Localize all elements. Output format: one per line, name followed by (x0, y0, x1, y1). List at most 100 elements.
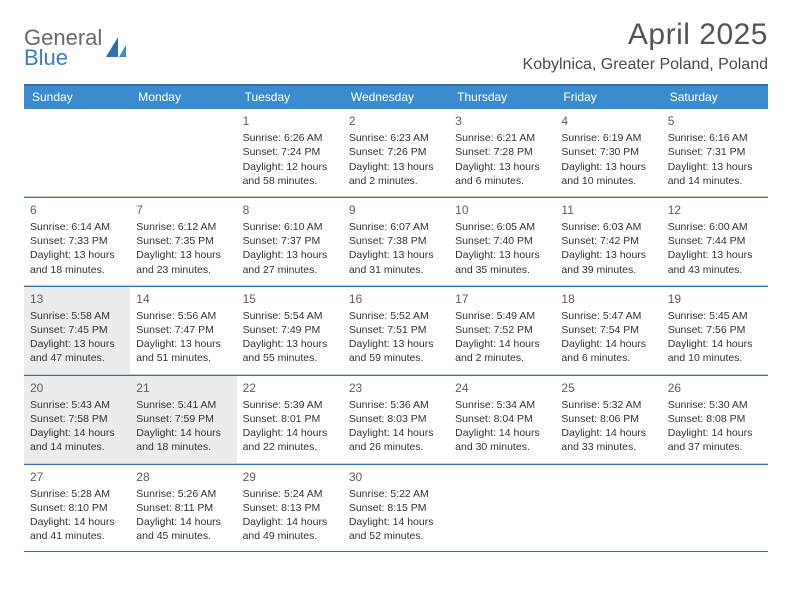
cell-d2: and 31 minutes. (349, 263, 443, 277)
title-block: April 2025 Kobylnica, Greater Poland, Po… (523, 18, 768, 74)
location-text: Kobylnica, Greater Poland, Poland (523, 56, 768, 74)
day-number: 9 (349, 202, 443, 218)
cell-d1: Daylight: 14 hours (30, 426, 124, 440)
cell-d1: Daylight: 14 hours (30, 515, 124, 529)
calendar-cell: 3Sunrise: 6:21 AMSunset: 7:28 PMDaylight… (449, 109, 555, 197)
calendar-cell: 5Sunrise: 6:16 AMSunset: 7:31 PMDaylight… (662, 109, 768, 197)
day-number: 26 (668, 380, 762, 396)
day-header-thursday: Thursday (449, 86, 555, 109)
day-number: 2 (349, 113, 443, 129)
cell-d2: and 45 minutes. (136, 529, 230, 543)
calendar-cell: 12Sunrise: 6:00 AMSunset: 7:44 PMDayligh… (662, 198, 768, 286)
cell-sunrise: Sunrise: 5:39 AM (243, 398, 337, 412)
day-number: 28 (136, 469, 230, 485)
cell-d2: and 51 minutes. (136, 351, 230, 365)
cell-d2: and 39 minutes. (561, 263, 655, 277)
day-number: 3 (455, 113, 549, 129)
cell-d2: and 18 minutes. (30, 263, 124, 277)
day-number: 22 (243, 380, 337, 396)
day-number: 6 (30, 202, 124, 218)
cell-d1: Daylight: 14 hours (136, 426, 230, 440)
calendar-cell: 25Sunrise: 5:32 AMSunset: 8:06 PMDayligh… (555, 376, 661, 464)
cell-sunset: Sunset: 7:33 PM (30, 234, 124, 248)
cell-d2: and 58 minutes. (243, 174, 337, 188)
cell-sunrise: Sunrise: 6:21 AM (455, 131, 549, 145)
cell-sunset: Sunset: 8:06 PM (561, 412, 655, 426)
calendar-cell: 29Sunrise: 5:24 AMSunset: 8:13 PMDayligh… (237, 465, 343, 552)
cell-d1: Daylight: 14 hours (136, 515, 230, 529)
calendar-cell: 20Sunrise: 5:43 AMSunset: 7:58 PMDayligh… (24, 376, 130, 464)
calendar-week: 20Sunrise: 5:43 AMSunset: 7:58 PMDayligh… (24, 376, 768, 465)
cell-d2: and 55 minutes. (243, 351, 337, 365)
logo-text: General Blue (24, 28, 102, 68)
calendar-cell: 7Sunrise: 6:12 AMSunset: 7:35 PMDaylight… (130, 198, 236, 286)
calendar-cell: 28Sunrise: 5:26 AMSunset: 8:11 PMDayligh… (130, 465, 236, 552)
cell-d1: Daylight: 13 hours (349, 160, 443, 174)
cell-sunset: Sunset: 7:45 PM (30, 323, 124, 337)
day-header-friday: Friday (555, 86, 661, 109)
cell-d2: and 30 minutes. (455, 440, 549, 454)
cell-sunrise: Sunrise: 5:45 AM (668, 309, 762, 323)
cell-d2: and 6 minutes. (561, 351, 655, 365)
day-header-saturday: Saturday (662, 86, 768, 109)
calendar-cell: 9Sunrise: 6:07 AMSunset: 7:38 PMDaylight… (343, 198, 449, 286)
day-header-tuesday: Tuesday (237, 86, 343, 109)
cell-sunset: Sunset: 7:26 PM (349, 145, 443, 159)
cell-d1: Daylight: 14 hours (455, 426, 549, 440)
cell-d2: and 52 minutes. (349, 529, 443, 543)
cell-sunrise: Sunrise: 5:28 AM (30, 487, 124, 501)
logo-word-2: Blue (24, 45, 68, 70)
cell-d1: Daylight: 13 hours (349, 337, 443, 351)
cell-sunrise: Sunrise: 5:54 AM (243, 309, 337, 323)
cell-sunrise: Sunrise: 5:36 AM (349, 398, 443, 412)
cell-sunrise: Sunrise: 5:41 AM (136, 398, 230, 412)
calendar-cell (449, 465, 555, 552)
cell-sunset: Sunset: 7:49 PM (243, 323, 337, 337)
day-number: 23 (349, 380, 443, 396)
cell-d1: Daylight: 12 hours (243, 160, 337, 174)
cell-d1: Daylight: 13 hours (243, 248, 337, 262)
calendar-cell: 1Sunrise: 6:26 AMSunset: 7:24 PMDaylight… (237, 109, 343, 197)
calendar-cell: 16Sunrise: 5:52 AMSunset: 7:51 PMDayligh… (343, 287, 449, 375)
cell-d2: and 47 minutes. (30, 351, 124, 365)
cell-sunrise: Sunrise: 5:52 AM (349, 309, 443, 323)
day-header-wednesday: Wednesday (343, 86, 449, 109)
cell-d2: and 35 minutes. (455, 263, 549, 277)
cell-d2: and 2 minutes. (455, 351, 549, 365)
cell-sunset: Sunset: 8:11 PM (136, 501, 230, 515)
cell-sunset: Sunset: 8:01 PM (243, 412, 337, 426)
cell-d1: Daylight: 14 hours (349, 515, 443, 529)
cell-d1: Daylight: 14 hours (561, 337, 655, 351)
cell-d1: Daylight: 13 hours (561, 248, 655, 262)
cell-sunrise: Sunrise: 5:43 AM (30, 398, 124, 412)
weeks-container: 1Sunrise: 6:26 AMSunset: 7:24 PMDaylight… (24, 109, 768, 552)
calendar-cell: 17Sunrise: 5:49 AMSunset: 7:52 PMDayligh… (449, 287, 555, 375)
cell-sunrise: Sunrise: 6:10 AM (243, 220, 337, 234)
page-header: General Blue April 2025 Kobylnica, Great… (24, 18, 768, 74)
calendar-cell: 6Sunrise: 6:14 AMSunset: 7:33 PMDaylight… (24, 198, 130, 286)
cell-d2: and 23 minutes. (136, 263, 230, 277)
cell-sunrise: Sunrise: 5:49 AM (455, 309, 549, 323)
cell-d2: and 26 minutes. (349, 440, 443, 454)
cell-sunset: Sunset: 8:03 PM (349, 412, 443, 426)
cell-d1: Daylight: 14 hours (455, 337, 549, 351)
cell-d2: and 2 minutes. (349, 174, 443, 188)
day-number: 24 (455, 380, 549, 396)
cell-sunset: Sunset: 7:59 PM (136, 412, 230, 426)
calendar-week: 13Sunrise: 5:58 AMSunset: 7:45 PMDayligh… (24, 287, 768, 376)
cell-sunrise: Sunrise: 5:30 AM (668, 398, 762, 412)
cell-sunrise: Sunrise: 6:07 AM (349, 220, 443, 234)
calendar-cell: 30Sunrise: 5:22 AMSunset: 8:15 PMDayligh… (343, 465, 449, 552)
cell-sunrise: Sunrise: 6:00 AM (668, 220, 762, 234)
calendar-week: 1Sunrise: 6:26 AMSunset: 7:24 PMDaylight… (24, 109, 768, 198)
cell-sunrise: Sunrise: 5:58 AM (30, 309, 124, 323)
cell-d1: Daylight: 13 hours (668, 248, 762, 262)
day-header-monday: Monday (130, 86, 236, 109)
calendar-cell: 2 Sunrise: 6:23 AMSunset: 7:26 PMDaylight… (343, 109, 449, 197)
day-number: 17 (455, 291, 549, 307)
cell-sunrise: Sunrise: 6:05 AM (455, 220, 549, 234)
cell-sunrise: Sunrise: 6:23 AM (349, 131, 443, 145)
day-number: 4 (561, 113, 655, 129)
cell-d2: and 49 minutes. (243, 529, 337, 543)
cell-d1: Daylight: 14 hours (243, 515, 337, 529)
